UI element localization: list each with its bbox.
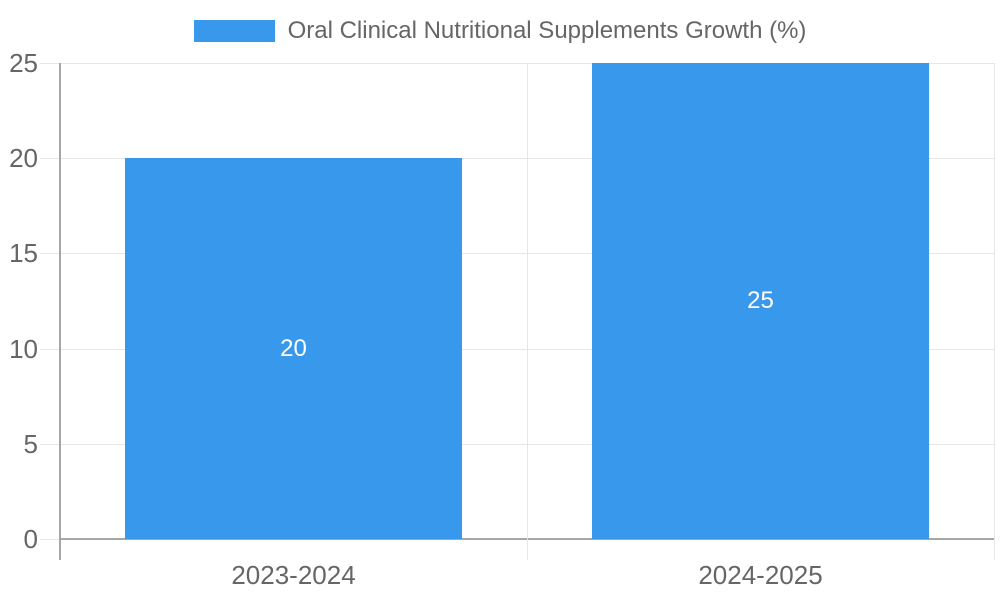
gridline	[527, 63, 528, 539]
y-tick	[40, 443, 60, 445]
x-tick	[527, 539, 528, 560]
x-tick-label: 2023-2024	[231, 560, 356, 590]
x-tick-label: 2024-2025	[698, 560, 823, 590]
y-axis-line	[59, 63, 61, 560]
y-tick-label: 25	[9, 48, 38, 78]
chart-legend[interactable]: Oral Clinical Nutritional Supplements Gr…	[0, 17, 1000, 44]
legend-swatch	[193, 20, 275, 42]
y-tick	[40, 253, 60, 255]
x-tick	[994, 539, 995, 560]
y-tick-label: 0	[23, 524, 38, 554]
y-tick-label: 20	[9, 143, 38, 174]
y-tick	[40, 539, 60, 540]
y-tick	[40, 63, 60, 64]
bar-2023-2024[interactable]	[125, 158, 462, 539]
bar-value-label: 25	[747, 287, 774, 314]
y-tick-label: 10	[9, 333, 38, 364]
bar-2024-2025[interactable]	[592, 63, 929, 539]
y-tick	[40, 158, 60, 160]
y-tick-label: 15	[9, 238, 38, 269]
gridline	[994, 63, 995, 539]
bar-value-label: 20	[280, 334, 307, 362]
y-tick	[40, 348, 60, 350]
legend-label: Oral Clinical Nutritional Supplements Gr…	[287, 17, 807, 44]
y-tick-label: 5	[23, 428, 38, 459]
